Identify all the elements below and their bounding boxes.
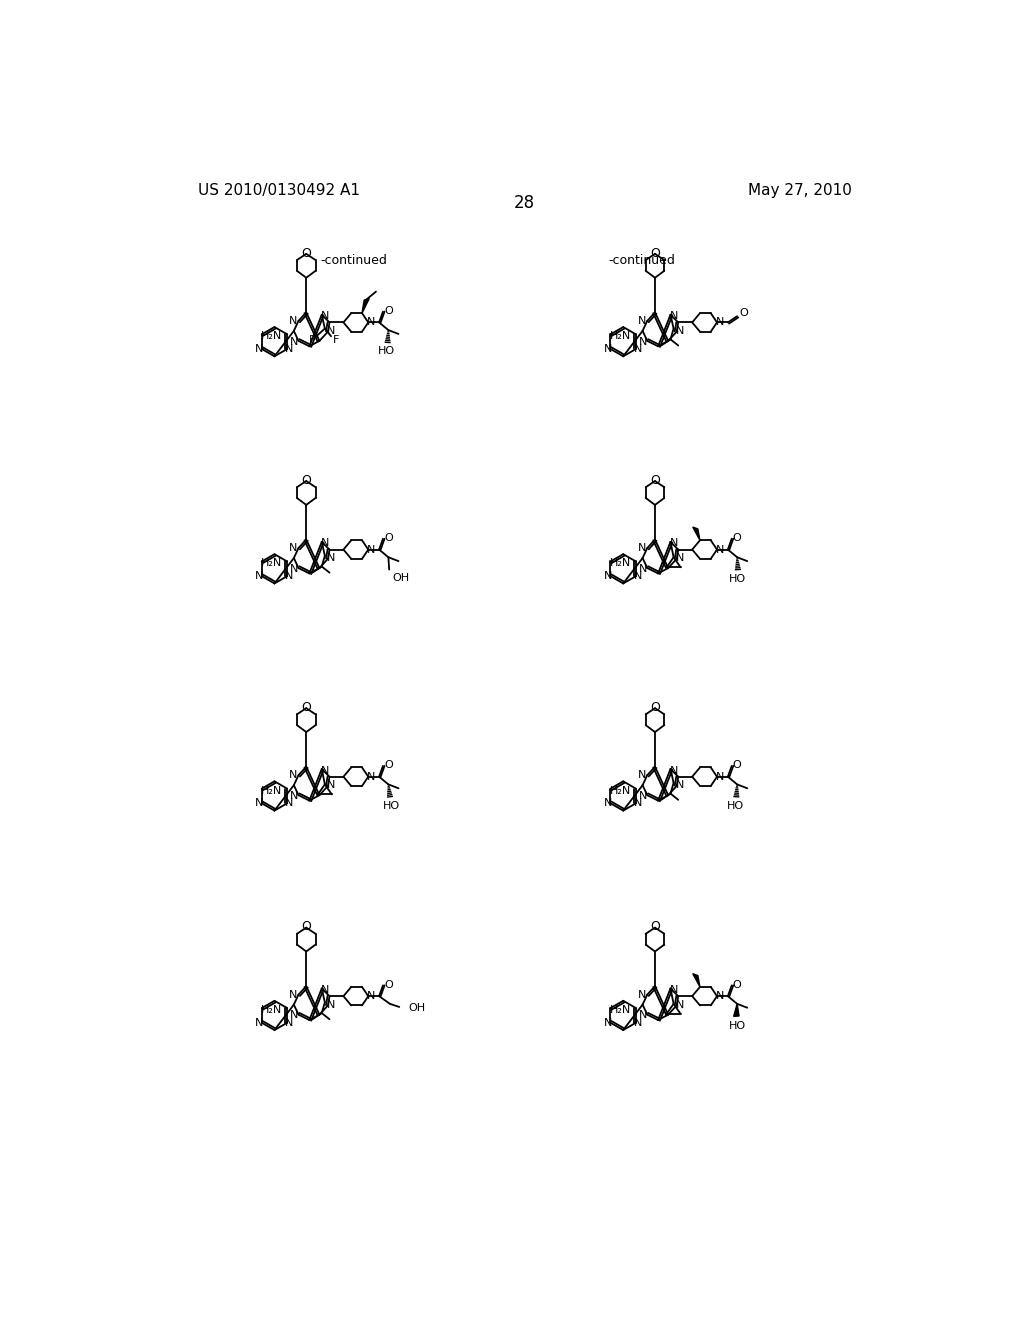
Text: N: N xyxy=(676,553,684,564)
Text: N: N xyxy=(676,999,684,1010)
Text: O: O xyxy=(384,306,393,315)
Text: N: N xyxy=(634,572,642,581)
Text: H₂N: H₂N xyxy=(261,1005,282,1015)
Text: HO: HO xyxy=(383,801,400,810)
Text: N: N xyxy=(368,317,376,327)
Text: N: N xyxy=(286,1018,294,1028)
Text: HO: HO xyxy=(729,574,746,583)
Text: -continued: -continued xyxy=(321,255,387,268)
Text: OH: OH xyxy=(392,573,410,583)
Text: N: N xyxy=(286,799,294,808)
Text: N: N xyxy=(289,770,297,780)
Text: H₂N: H₂N xyxy=(609,558,631,569)
Text: H₂N: H₂N xyxy=(609,785,631,796)
Text: N: N xyxy=(604,572,612,581)
Text: N: N xyxy=(716,772,724,781)
Text: N: N xyxy=(676,780,684,791)
Text: F: F xyxy=(308,335,314,345)
Text: N: N xyxy=(638,770,646,780)
Polygon shape xyxy=(693,974,700,987)
Text: O: O xyxy=(650,247,659,260)
Text: N: N xyxy=(604,1018,612,1028)
Text: N: N xyxy=(670,539,678,548)
Text: N: N xyxy=(321,766,329,776)
Text: N: N xyxy=(604,799,612,808)
Text: N: N xyxy=(255,572,263,581)
Text: H₂N: H₂N xyxy=(609,1005,631,1015)
Text: O: O xyxy=(733,533,741,543)
Text: O: O xyxy=(384,533,393,543)
Text: N: N xyxy=(670,985,678,995)
Text: HO: HO xyxy=(727,801,744,810)
Text: N: N xyxy=(368,772,376,781)
Text: N: N xyxy=(290,564,298,574)
Text: N: N xyxy=(716,545,724,554)
Polygon shape xyxy=(733,1003,739,1016)
Text: N: N xyxy=(290,337,298,347)
Text: N: N xyxy=(289,543,297,553)
Text: N: N xyxy=(290,1010,298,1020)
Text: N: N xyxy=(327,999,335,1010)
Text: N: N xyxy=(634,1018,642,1028)
Text: N: N xyxy=(321,985,329,995)
Text: O: O xyxy=(301,474,311,487)
Text: N: N xyxy=(321,539,329,548)
Text: O: O xyxy=(650,474,659,487)
Text: H₂N: H₂N xyxy=(261,558,282,569)
Text: N: N xyxy=(716,991,724,1001)
Text: O: O xyxy=(301,701,311,714)
Text: F: F xyxy=(333,335,339,345)
Text: N: N xyxy=(321,312,329,321)
Text: N: N xyxy=(638,543,646,553)
Text: N: N xyxy=(286,572,294,581)
Text: 28: 28 xyxy=(514,194,536,213)
Text: O: O xyxy=(301,920,311,933)
Text: N: N xyxy=(638,337,647,347)
Text: O: O xyxy=(384,979,393,990)
Text: O: O xyxy=(733,760,741,770)
Text: May 27, 2010: May 27, 2010 xyxy=(748,183,852,198)
Text: O: O xyxy=(384,760,393,770)
Polygon shape xyxy=(362,298,370,313)
Text: HO: HO xyxy=(729,1022,745,1031)
Text: O: O xyxy=(301,247,311,260)
Text: O: O xyxy=(739,308,748,318)
Text: N: N xyxy=(676,326,684,335)
Text: N: N xyxy=(638,564,647,574)
Text: N: N xyxy=(327,780,335,791)
Text: N: N xyxy=(327,553,335,564)
Text: O: O xyxy=(650,920,659,933)
Text: O: O xyxy=(733,979,741,990)
Text: N: N xyxy=(290,791,298,801)
Text: N: N xyxy=(255,799,263,808)
Text: N: N xyxy=(327,326,335,335)
Text: -continued: -continued xyxy=(608,255,676,268)
Text: N: N xyxy=(286,345,294,354)
Text: N: N xyxy=(716,317,724,327)
Text: HO: HO xyxy=(378,346,394,356)
Text: N: N xyxy=(634,799,642,808)
Text: N: N xyxy=(368,545,376,554)
Text: N: N xyxy=(638,315,646,326)
Text: H₂N: H₂N xyxy=(261,331,282,342)
Text: N: N xyxy=(368,991,376,1001)
Text: N: N xyxy=(638,990,646,999)
Text: N: N xyxy=(638,791,647,801)
Text: OH: OH xyxy=(409,1003,426,1012)
Text: N: N xyxy=(255,1018,263,1028)
Polygon shape xyxy=(693,527,700,540)
Text: US 2010/0130492 A1: US 2010/0130492 A1 xyxy=(198,183,359,198)
Text: O: O xyxy=(650,701,659,714)
Text: H₂N: H₂N xyxy=(609,331,631,342)
Text: N: N xyxy=(289,315,297,326)
Text: N: N xyxy=(634,345,642,354)
Text: N: N xyxy=(670,766,678,776)
Text: H₂N: H₂N xyxy=(261,785,282,796)
Text: N: N xyxy=(255,345,263,354)
Text: N: N xyxy=(604,345,612,354)
Text: N: N xyxy=(638,1010,647,1020)
Text: N: N xyxy=(670,312,678,321)
Text: N: N xyxy=(289,990,297,999)
